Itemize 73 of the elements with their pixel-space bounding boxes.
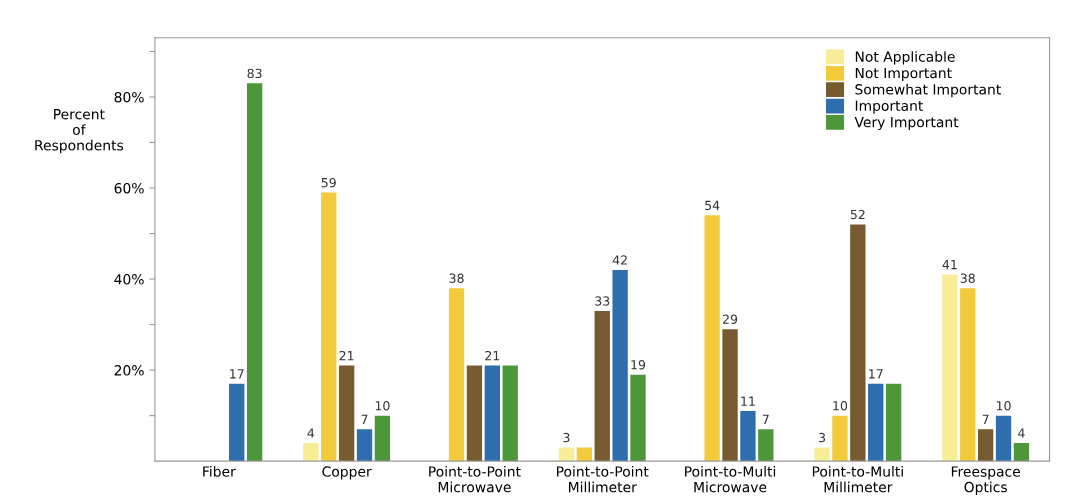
bar bbox=[868, 383, 884, 462]
bar bbox=[612, 269, 628, 462]
bar bbox=[594, 310, 610, 462]
data-label: 7 bbox=[361, 414, 368, 424]
data-label: 54 bbox=[705, 200, 720, 211]
data-label: 7 bbox=[762, 414, 769, 424]
data-label: 21 bbox=[339, 350, 354, 361]
data-label: 41 bbox=[942, 260, 957, 270]
data-label: 11 bbox=[741, 396, 755, 406]
bar bbox=[704, 215, 720, 462]
data-label: 38 bbox=[960, 273, 975, 283]
bar bbox=[960, 288, 976, 462]
data-label: 4 bbox=[307, 428, 315, 438]
data-label: 42 bbox=[612, 255, 627, 265]
bar bbox=[484, 365, 500, 462]
legend-label: Somewhat Important bbox=[855, 83, 1001, 98]
data-label: 4 bbox=[1018, 428, 1025, 438]
bar bbox=[466, 365, 483, 462]
bar bbox=[246, 83, 263, 462]
bar bbox=[502, 365, 518, 462]
bar bbox=[374, 415, 391, 462]
x-tick-label: Point-to-Point Microwave bbox=[429, 466, 521, 493]
data-label: 7 bbox=[982, 414, 989, 424]
bar bbox=[832, 415, 848, 462]
bar bbox=[885, 383, 902, 462]
data-label: 3 bbox=[563, 432, 570, 443]
data-label: 10 bbox=[996, 400, 1011, 411]
data-label: 3 bbox=[819, 432, 826, 443]
y-tick-label: 80% bbox=[114, 91, 144, 103]
y-tick-label: 60% bbox=[114, 182, 144, 194]
bar bbox=[995, 415, 1012, 462]
bar bbox=[814, 447, 830, 462]
legend-label: Important bbox=[855, 100, 923, 114]
x-tick-label: Point-to-Multi Microwave bbox=[685, 466, 776, 493]
legend-label: Not Important bbox=[855, 67, 952, 81]
bar bbox=[722, 329, 738, 462]
data-label: 38 bbox=[449, 273, 464, 283]
data-label: 83 bbox=[247, 68, 262, 79]
y-tick-label: 40% bbox=[114, 274, 144, 285]
y-axis-title: Percent of Respondents bbox=[35, 109, 124, 154]
data-label: 10 bbox=[833, 400, 848, 411]
bar bbox=[942, 274, 958, 462]
bar bbox=[576, 447, 593, 462]
bar bbox=[356, 429, 373, 462]
data-label: 10 bbox=[375, 400, 390, 411]
data-label: 19 bbox=[631, 360, 646, 370]
data-label: 17 bbox=[230, 369, 244, 379]
data-label: 52 bbox=[850, 209, 865, 220]
data-label: 33 bbox=[595, 296, 610, 306]
legend-label: Not Applicable bbox=[855, 51, 955, 65]
data-label: 59 bbox=[321, 177, 336, 188]
y-tick-label: 20% bbox=[114, 365, 144, 376]
x-tick-label: Point-to-Point Millimeter bbox=[557, 466, 649, 493]
data-label: 17 bbox=[869, 369, 883, 379]
data-label: 29 bbox=[723, 314, 738, 324]
bar bbox=[630, 374, 646, 462]
x-tick-label: Freespace Optics bbox=[951, 466, 1021, 496]
bar bbox=[1013, 442, 1030, 462]
bar bbox=[758, 429, 774, 462]
x-tick-label: Copper bbox=[322, 466, 372, 480]
bar bbox=[558, 447, 575, 462]
data-label: 21 bbox=[485, 350, 500, 361]
bar bbox=[229, 383, 245, 462]
bar bbox=[740, 411, 756, 462]
bar bbox=[850, 224, 866, 462]
bar bbox=[321, 192, 337, 462]
legend-label: Very Important bbox=[854, 117, 959, 131]
bar bbox=[303, 442, 319, 462]
bar bbox=[338, 365, 355, 462]
bar bbox=[448, 288, 465, 462]
x-tick-label: Point-to-Multi Millimeter bbox=[812, 466, 903, 493]
bar bbox=[977, 429, 994, 462]
x-tick-label: Fiber bbox=[203, 466, 236, 477]
